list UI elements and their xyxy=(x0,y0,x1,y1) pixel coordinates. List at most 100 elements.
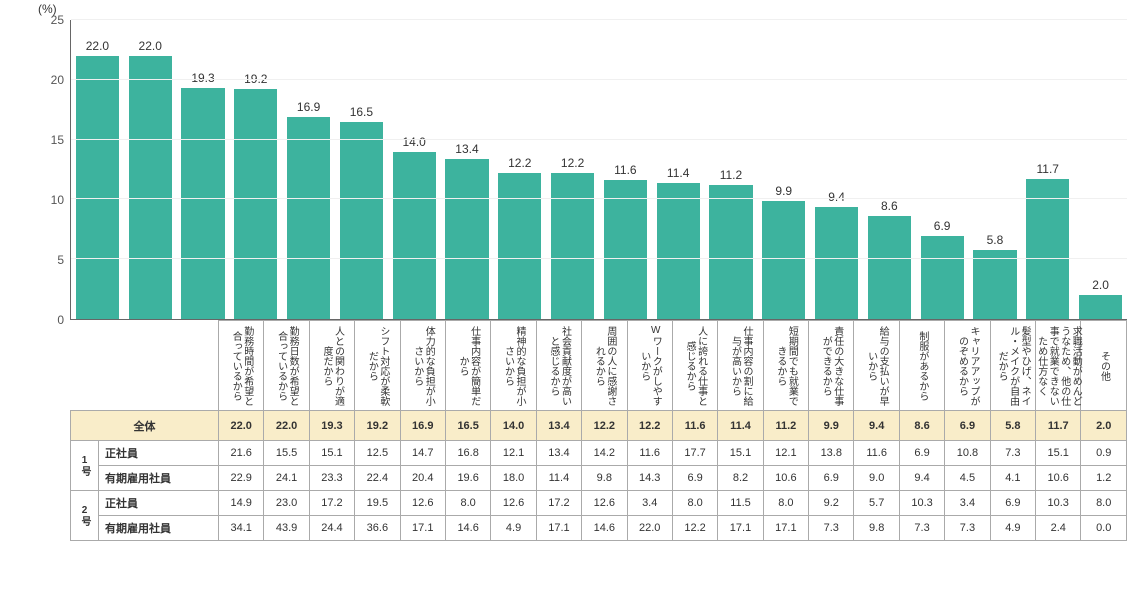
bar xyxy=(604,180,647,319)
bar-value-label: 2.0 xyxy=(1074,278,1127,292)
cell: 18.0 xyxy=(491,466,536,491)
cell: 5.8 xyxy=(990,411,1035,441)
cell: 11.6 xyxy=(854,441,899,466)
cell: 9.4 xyxy=(854,411,899,441)
cell: 17.1 xyxy=(718,516,763,541)
bar xyxy=(921,236,964,319)
bar-value-label: 12.2 xyxy=(493,156,546,170)
cell: 12.2 xyxy=(582,411,627,441)
cell: 24.4 xyxy=(309,516,354,541)
cell: 7.3 xyxy=(899,516,944,541)
cell: 8.6 xyxy=(899,411,944,441)
cell: 0.9 xyxy=(1081,441,1127,466)
category-header: 勤務日数が希望と合っているから xyxy=(264,321,309,411)
bar-value-label: 11.6 xyxy=(599,163,652,177)
cell: 22.0 xyxy=(219,411,264,441)
bar-value-label: 11.7 xyxy=(1021,162,1074,176)
category-header: 体力的な負担が小さいから xyxy=(400,321,445,411)
cell: 5.7 xyxy=(854,491,899,516)
cell: 22.0 xyxy=(627,516,672,541)
cell: 36.6 xyxy=(355,516,400,541)
y-tick: 0 xyxy=(57,313,64,327)
table-corner xyxy=(71,321,219,411)
cell: 10.3 xyxy=(1036,491,1081,516)
cell: 11.6 xyxy=(672,411,717,441)
cell: 14.7 xyxy=(400,441,445,466)
category-header: Wワークがしやすいから xyxy=(627,321,672,411)
cell: 2.0 xyxy=(1081,411,1127,441)
cell: 9.2 xyxy=(809,491,854,516)
cell: 17.7 xyxy=(672,441,717,466)
cell: 6.9 xyxy=(899,441,944,466)
cell: 12.1 xyxy=(491,441,536,466)
y-axis: (%) 0510152025 xyxy=(20,20,70,320)
row-header-overall: 全体 xyxy=(71,411,219,441)
data-table-wrap: 勤務時間が希望と合っているから勤務日数が希望と合っているから人との関わりが適度だ… xyxy=(20,320,1127,541)
category-header: 給与の支払いが早いから xyxy=(854,321,899,411)
bar xyxy=(393,152,436,319)
cell: 6.9 xyxy=(990,491,1035,516)
cell: 11.4 xyxy=(536,466,581,491)
bar-slot: 2.0 xyxy=(1074,20,1127,319)
y-tick: 25 xyxy=(51,13,64,27)
cell: 4.5 xyxy=(945,466,990,491)
cell: 7.3 xyxy=(945,516,990,541)
bar xyxy=(815,207,858,319)
cell: 12.2 xyxy=(627,411,672,441)
bar-slot: 14.0 xyxy=(388,20,441,319)
bar-value-label: 12.2 xyxy=(546,156,599,170)
cell: 20.4 xyxy=(400,466,445,491)
category-header: 人との関わりが適度だから xyxy=(309,321,354,411)
bar-slot: 12.2 xyxy=(493,20,546,319)
cell: 6.9 xyxy=(945,411,990,441)
category-header: 周囲の人に感謝されるから xyxy=(582,321,627,411)
bar-slot: 8.6 xyxy=(863,20,916,319)
figure: (%) 0510152025 22.022.019.319.216.916.51… xyxy=(20,20,1127,541)
cell: 8.0 xyxy=(445,491,490,516)
y-tick: 5 xyxy=(57,253,64,267)
cell: 43.9 xyxy=(264,516,309,541)
cell: 13.8 xyxy=(809,441,854,466)
bar-slot: 11.4 xyxy=(652,20,705,319)
cell: 22.9 xyxy=(219,466,264,491)
cell: 9.8 xyxy=(854,516,899,541)
bar-slot: 19.3 xyxy=(177,20,230,319)
cell: 12.5 xyxy=(355,441,400,466)
bar-slot: 16.5 xyxy=(335,20,388,319)
cell: 12.6 xyxy=(491,491,536,516)
cell: 10.8 xyxy=(945,441,990,466)
bar xyxy=(1079,295,1122,319)
bar-slot: 11.7 xyxy=(1021,20,1074,319)
category-header: 精神的な負担が小さいから xyxy=(491,321,536,411)
cell: 15.1 xyxy=(1036,441,1081,466)
cell: 13.4 xyxy=(536,441,581,466)
category-header: 求職活動がめんどうなため、他の仕事で就業できないため仕方なく xyxy=(1036,321,1081,411)
cell: 14.2 xyxy=(582,441,627,466)
bar xyxy=(287,117,330,319)
category-header: 勤務時間が希望と合っているから xyxy=(219,321,264,411)
cell: 19.3 xyxy=(309,411,354,441)
bar xyxy=(1026,179,1069,319)
bar xyxy=(973,250,1016,319)
bar-value-label: 16.5 xyxy=(335,105,388,119)
cell: 1.2 xyxy=(1081,466,1127,491)
category-header: 責任の大きな仕事ができるから xyxy=(809,321,854,411)
bar xyxy=(445,159,488,319)
cell: 17.2 xyxy=(536,491,581,516)
category-header: シフト対応が柔軟だから xyxy=(355,321,400,411)
bar-slot: 9.9 xyxy=(757,20,810,319)
cell: 9.9 xyxy=(809,411,854,441)
cell: 19.2 xyxy=(355,411,400,441)
bar xyxy=(657,183,700,319)
category-header: キャリアアップがのぞめるから xyxy=(945,321,990,411)
cell: 24.1 xyxy=(264,466,309,491)
bar-value-label: 6.9 xyxy=(916,219,969,233)
group-header: 2号 xyxy=(71,491,99,541)
bar xyxy=(709,185,752,319)
bar xyxy=(498,173,541,319)
cell: 4.9 xyxy=(491,516,536,541)
bar-value-label: 22.0 xyxy=(71,39,124,53)
bar xyxy=(340,122,383,319)
cell: 9.8 xyxy=(582,466,627,491)
cell: 23.0 xyxy=(264,491,309,516)
